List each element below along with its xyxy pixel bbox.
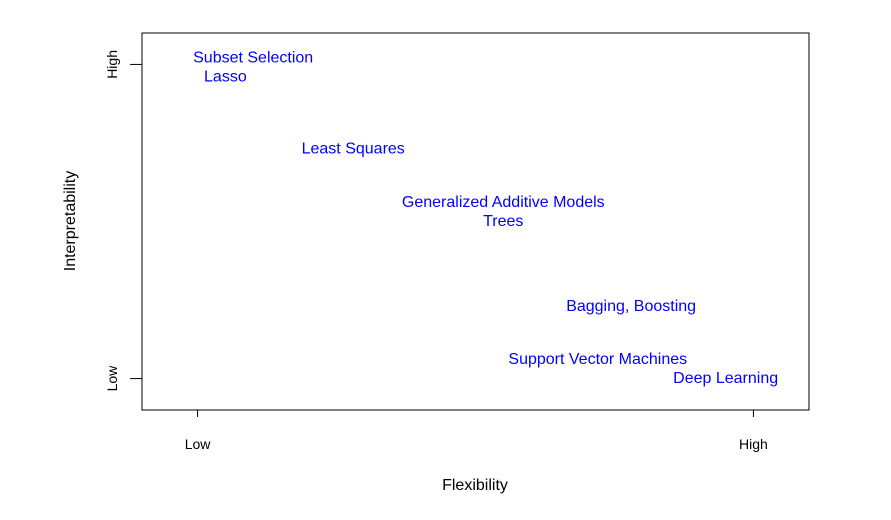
method-label: Least Squares [302, 141, 405, 158]
method-label: Support Vector Machines [508, 351, 687, 368]
y-axis: Low High [104, 50, 143, 392]
y-tick-label: Low [104, 365, 120, 392]
plot-frame [141, 32, 810, 411]
x-axis-title: Flexibility [442, 477, 508, 494]
method-label: Lasso [204, 68, 247, 85]
method-label: Generalized Additive Models [402, 194, 605, 211]
y-axis-title: Interpretability [62, 171, 79, 272]
method-label: Deep Learning [673, 370, 778, 387]
method-label: Bagging, Boosting [566, 298, 696, 315]
x-tick-label: High [739, 436, 768, 452]
method-label: Trees [483, 213, 523, 230]
y-tick-label: High [104, 50, 120, 79]
method-label: Subset Selection [193, 50, 313, 67]
x-axis: Low High [185, 409, 768, 452]
x-tick-label: Low [185, 436, 212, 452]
